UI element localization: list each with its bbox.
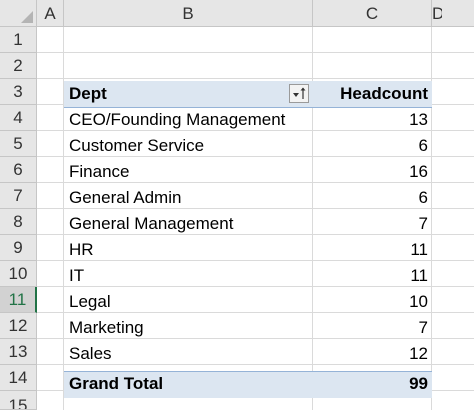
row-header-9[interactable]: 9 — [0, 235, 37, 261]
pivot-row-headcount[interactable]: 13 — [409, 110, 428, 129]
pivot-row-dept[interactable]: IT — [69, 266, 85, 285]
pivot-row-dept[interactable]: Marketing — [69, 318, 144, 337]
row-header-12[interactable]: 12 — [0, 313, 37, 339]
pivot-row-dept[interactable]: Legal — [69, 292, 111, 311]
pivot-row-headcount[interactable]: 7 — [418, 318, 428, 337]
column-header-d[interactable]: D — [432, 0, 474, 27]
row-header-6[interactable]: 6 — [0, 157, 37, 183]
row-header-7[interactable]: 7 — [0, 183, 37, 209]
row-header-14[interactable]: 14 — [0, 365, 37, 391]
pivot-row-dept[interactable]: Sales — [69, 344, 112, 363]
row-header-13[interactable]: 13 — [0, 339, 37, 365]
column-header-c[interactable]: C — [313, 0, 432, 27]
pivot-row-dept[interactable]: HR — [69, 240, 94, 259]
pivot-row-headcount[interactable]: 11 — [410, 266, 428, 285]
pivot-row-dept[interactable]: Customer Service — [69, 136, 205, 155]
pivot-row-headcount[interactable]: 11 — [410, 240, 428, 259]
select-all-triangle-icon — [21, 11, 33, 23]
row-header-8[interactable]: 8 — [0, 209, 37, 235]
pivot-row-dept[interactable]: General Admin — [69, 188, 182, 207]
filter-sort-icon — [293, 87, 306, 99]
pivot-header-row — [64, 81, 432, 108]
pivot-row-dept[interactable]: General Management — [69, 214, 234, 233]
row-header-5[interactable]: 5 — [0, 131, 37, 157]
row-header-11[interactable]: 11 — [0, 287, 37, 313]
pivot-row-headcount[interactable]: 12 — [409, 344, 428, 363]
column-header-a[interactable]: A — [37, 0, 64, 27]
row-header-2[interactable]: 2 — [0, 53, 37, 79]
pivot-row-headcount[interactable]: 10 — [409, 292, 428, 311]
pivot-header-headcount[interactable]: Headcount — [340, 84, 428, 103]
row-header-1[interactable]: 1 — [0, 27, 37, 53]
column-header-b[interactable]: B — [64, 0, 313, 27]
grand-total-label[interactable]: Grand Total — [69, 374, 164, 393]
row-header-4[interactable]: 4 — [0, 105, 37, 131]
row-header-15[interactable]: 15 — [0, 391, 37, 410]
row-header-3[interactable]: 3 — [0, 79, 37, 105]
pivot-row-dept[interactable]: CEO/Founding Management — [69, 110, 286, 129]
select-all-corner[interactable] — [0, 0, 37, 27]
pivot-row-dept[interactable]: Finance — [69, 162, 130, 181]
pivot-row-headcount[interactable]: 16 — [409, 162, 428, 181]
pivot-row-headcount[interactable]: 6 — [418, 136, 428, 155]
pivot-row-headcount[interactable]: 7 — [418, 214, 428, 233]
pivot-header-dept[interactable]: Dept — [69, 84, 107, 103]
row-header-10[interactable]: 10 — [0, 261, 37, 287]
pivot-grand-total-row — [64, 371, 432, 398]
grand-total-value[interactable]: 99 — [409, 374, 428, 393]
dept-filter-button[interactable] — [289, 84, 309, 103]
pivot-row-headcount[interactable]: 6 — [418, 188, 428, 207]
